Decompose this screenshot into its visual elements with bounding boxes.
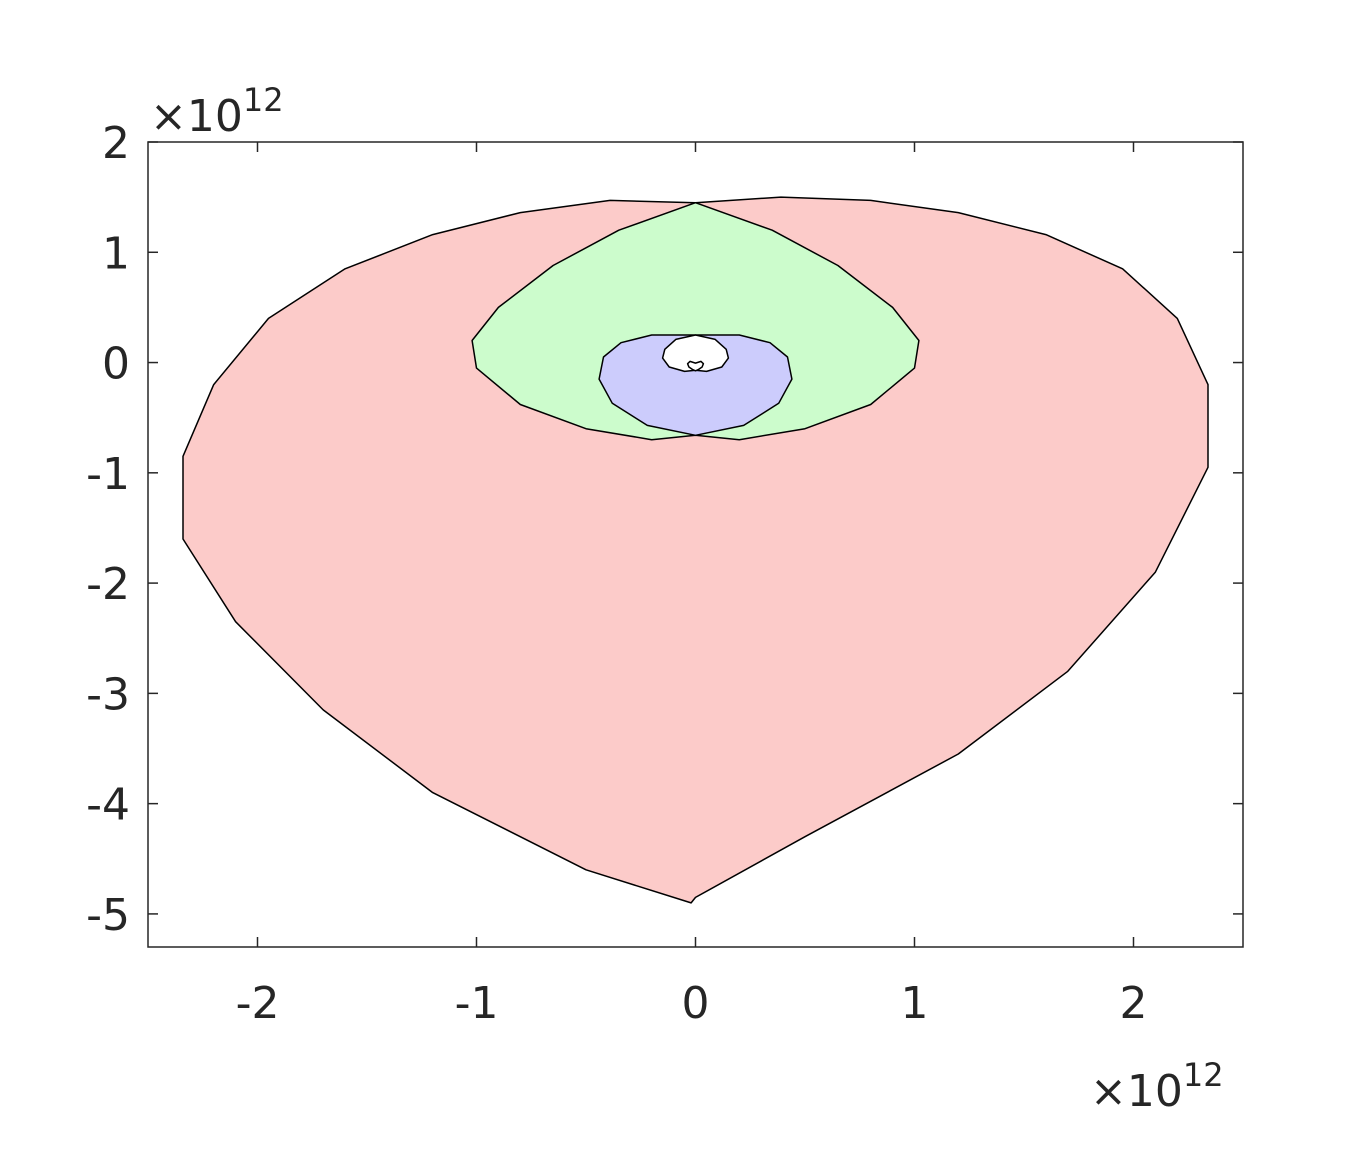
y-multiplier-base: ×10 (150, 91, 243, 142)
series-region-1 (182, 196, 1209, 904)
x-tick-label: 1 (901, 978, 929, 1029)
x-tick-label: 2 (1120, 978, 1148, 1029)
y-tick-label: -3 (86, 669, 130, 720)
plot-frame (147, 141, 1244, 948)
ticks-layer (148, 141, 1243, 947)
x-tick-label: 0 (682, 978, 710, 1029)
x-multiplier-exponent: 12 (1183, 1056, 1224, 1094)
labels-layer: -2 -1 0 1 2 2 1 0 -1 -2 -3 -4 -5 (86, 118, 1147, 1029)
y-tick-label: -4 (86, 780, 130, 831)
y-axis-multiplier: ×1012 (150, 81, 284, 142)
series-region-5 (686, 360, 705, 372)
x-axis-multiplier: ×1012 (1090, 1056, 1224, 1117)
y-multiplier-exponent: 12 (243, 81, 284, 119)
y-tick-label: -5 (86, 890, 130, 941)
y-tick-label: 2 (102, 118, 130, 169)
x-multiplier-base: ×10 (1090, 1066, 1183, 1117)
y-tick-label: -1 (86, 449, 130, 500)
y-tick-label: 1 (102, 228, 130, 279)
series-region-3 (598, 334, 793, 437)
y-tick-label: -2 (86, 559, 130, 610)
x-tick-label: -1 (455, 978, 499, 1029)
y-tick-label: 0 (102, 339, 130, 390)
series-layer (182, 196, 1209, 904)
x-tick-label: -2 (236, 978, 280, 1029)
